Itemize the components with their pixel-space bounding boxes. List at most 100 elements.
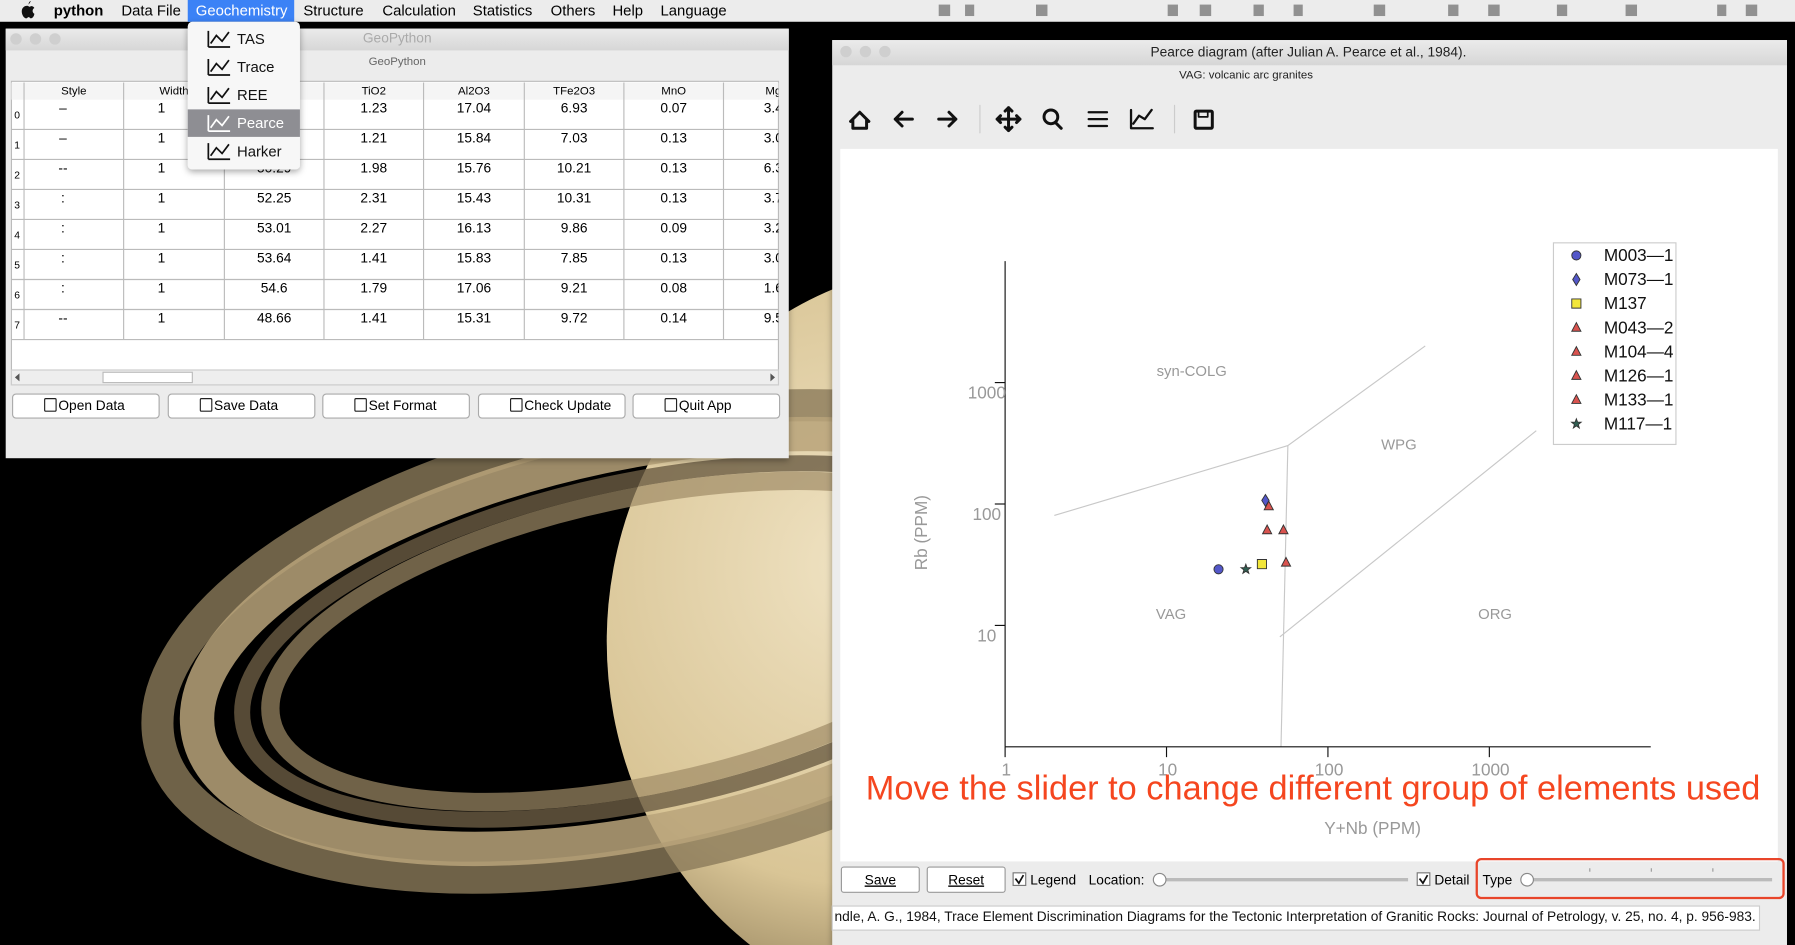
button[interactable] <box>12 393 160 419</box>
table-cell: 1.41 <box>360 311 387 326</box>
table-cell: 2.27 <box>360 220 387 235</box>
button[interactable] <box>477 393 626 419</box>
table-cell: 9.72 <box>561 311 588 326</box>
menu-item[interactable]: Structure <box>303 3 363 19</box>
table-cell: 1 <box>158 100 166 115</box>
menu-icon <box>207 87 231 104</box>
slider-handle[interactable] <box>1152 872 1167 887</box>
menu-item[interactable]: Help <box>612 3 643 19</box>
table-cell: : <box>61 220 65 235</box>
toolbar-icons[interactable] <box>849 104 1214 134</box>
button[interactable] <box>322 393 470 419</box>
x-axis-label: Y+Nb (PPM) <box>1324 818 1421 838</box>
table-cell: 1 <box>158 190 166 205</box>
menu-item[interactable]: Language <box>661 3 727 19</box>
legend-marker <box>1571 345 1582 356</box>
button-label[interactable]: Reset <box>948 872 984 887</box>
table-cell: 17.04 <box>457 100 492 115</box>
button[interactable] <box>632 393 781 419</box>
button-label[interactable]: Open Data <box>58 398 125 413</box>
row-label: 7 <box>14 320 20 331</box>
button-icon <box>664 398 678 412</box>
region-label: WPG <box>1381 438 1417 454</box>
status-icon <box>1373 4 1386 17</box>
checkbox-label[interactable]: Legend <box>1030 872 1076 887</box>
window-subtitle: GeoPython <box>369 56 426 68</box>
menu-option[interactable]: Pearce <box>237 116 284 132</box>
menu-option[interactable]: TAS <box>237 32 265 48</box>
table-cell: 3.0 <box>764 250 783 265</box>
table-cell: 1.6 <box>764 281 783 296</box>
table-cell: 1 <box>158 130 166 145</box>
menu-icon <box>207 143 231 161</box>
menu-item[interactable]: Data File <box>121 3 181 19</box>
checkbox-label[interactable]: Detail <box>1434 872 1469 887</box>
table-cell: 54.6 <box>261 281 288 296</box>
menu-item[interactable]: Calculation <box>382 3 456 19</box>
note: VAG: volcanic arc granites <box>1179 70 1313 82</box>
table-cell: 3.2 <box>764 220 783 235</box>
table-cell: – <box>59 130 67 145</box>
button[interactable] <box>926 866 1006 893</box>
table-cell: 0.13 <box>660 190 687 205</box>
button-label[interactable]: Save Data <box>214 398 278 413</box>
status-bar <box>831 905 1761 931</box>
legend-label: M043—2 <box>1604 317 1674 337</box>
menu-option[interactable]: Harker <box>237 144 282 160</box>
button-label[interactable]: Quit App <box>679 398 732 413</box>
pearce-window <box>831 40 1787 945</box>
menu-option[interactable]: REE <box>237 88 268 104</box>
legend-label: M104—4 <box>1604 341 1674 361</box>
legend-marker <box>1571 369 1582 380</box>
status-icon <box>1253 4 1264 17</box>
table-cell: 10.21 <box>557 160 591 175</box>
table-cell: 9.86 <box>561 220 588 235</box>
status-icon <box>1556 4 1568 17</box>
table-cell: 15.84 <box>457 130 492 145</box>
legend-box <box>1552 242 1677 446</box>
button-icon <box>509 398 523 412</box>
x-tick-label: 10 <box>1158 759 1177 779</box>
legend-marker <box>1571 321 1582 332</box>
row-label: 0 <box>14 110 20 121</box>
menu-item[interactable]: Others <box>551 3 596 19</box>
legend-label: M003—1 <box>1604 245 1674 265</box>
checkmark <box>1418 874 1429 885</box>
status-icon <box>1745 4 1758 17</box>
status-icon <box>1199 4 1212 17</box>
button-icon <box>354 398 367 412</box>
data-point <box>1213 564 1224 575</box>
button[interactable] <box>840 866 920 893</box>
column-header: TiO2 <box>362 86 386 98</box>
table-cell: 3.7 <box>764 190 783 205</box>
legend-label: M126—1 <box>1604 365 1674 385</box>
menu-item[interactable]: Statistics <box>473 3 532 19</box>
table-cell: 52.25 <box>257 190 292 205</box>
table-cell: 1.21 <box>360 130 387 145</box>
button-label[interactable]: Set Format <box>369 398 437 413</box>
menu-option[interactable]: Trace <box>237 60 274 76</box>
table-cell: 1 <box>158 311 166 326</box>
table-cell: 0.13 <box>660 130 687 145</box>
table-cell: 48.66 <box>257 311 292 326</box>
menu-icon <box>207 30 231 48</box>
table-cell: 9.21 <box>561 281 588 296</box>
table-cell: 1.79 <box>360 281 387 296</box>
row-label: 5 <box>14 260 20 271</box>
button-label[interactable]: Save <box>865 872 897 887</box>
legend-marker <box>1571 393 1582 404</box>
data-point <box>1256 559 1267 570</box>
data-point <box>1239 562 1252 575</box>
slider-handle[interactable] <box>1520 872 1534 887</box>
button[interactable] <box>167 393 316 419</box>
table-cell: 1.98 <box>360 160 387 175</box>
status-icon <box>1488 4 1500 17</box>
row-label: 1 <box>14 140 20 151</box>
table-cell: 15.43 <box>457 190 492 205</box>
button-label[interactable]: Check Update <box>524 398 611 413</box>
legend-label: M133—1 <box>1604 389 1674 409</box>
menu-item[interactable]: Geochemistry <box>196 3 288 19</box>
legend-label: M117—1 <box>1604 413 1672 433</box>
table-cell: 3.4 <box>764 100 783 115</box>
